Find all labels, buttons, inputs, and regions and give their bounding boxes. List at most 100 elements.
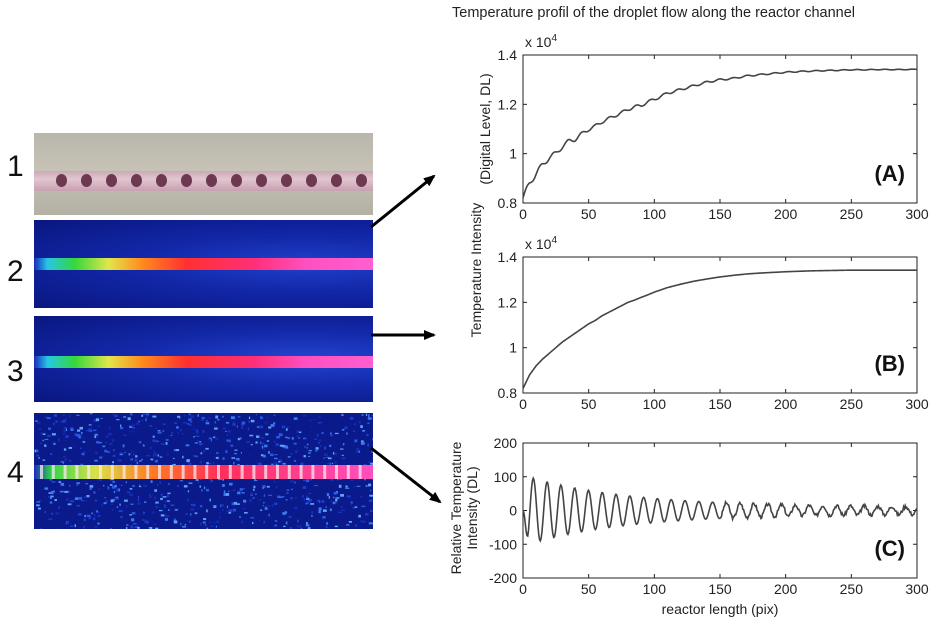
noise-speck	[187, 520, 189, 522]
noise-speck	[276, 436, 280, 439]
droplet	[131, 174, 142, 187]
noise-speck	[205, 488, 209, 492]
noise-speck	[166, 453, 169, 456]
noise-speck	[206, 509, 208, 513]
noise-speck	[346, 524, 350, 526]
noise-speck	[256, 435, 260, 438]
noise-speck	[330, 500, 332, 502]
noise-speck	[84, 496, 86, 498]
x-tick-label: 0	[519, 206, 527, 222]
noise-speck	[266, 485, 270, 488]
noise-speck	[303, 498, 305, 501]
noise-speck	[278, 459, 282, 462]
noise-speck	[206, 527, 208, 529]
noise-speck	[279, 496, 283, 498]
noise-speck	[263, 520, 266, 524]
noise-speck	[335, 453, 337, 455]
noise-speck	[306, 447, 309, 449]
arrow	[370, 446, 442, 504]
noise-speck	[341, 505, 343, 508]
noise-speck	[226, 510, 229, 512]
noise-speck	[199, 441, 202, 443]
noise-speck	[69, 460, 72, 462]
noise-speck	[236, 503, 240, 505]
noise-speck	[253, 485, 256, 489]
noise-speck	[148, 527, 153, 529]
noise-speck	[352, 507, 356, 509]
noise-speck	[131, 451, 134, 453]
noise-speck	[223, 490, 226, 494]
exponent-label: x 104	[525, 235, 557, 252]
noise-speck	[284, 445, 289, 449]
noise-speck	[137, 495, 140, 499]
thermal-tube-2	[34, 258, 373, 270]
noise-speck	[44, 444, 47, 447]
noise-speck	[197, 414, 199, 417]
noise-speck	[137, 527, 140, 529]
noise-speck	[241, 426, 243, 429]
noise-speck	[258, 499, 262, 501]
noise-speck	[171, 432, 174, 434]
droplet-mark	[40, 465, 43, 479]
noise-speck	[183, 414, 185, 417]
noise-speck	[179, 417, 181, 419]
noise-speck	[200, 452, 203, 455]
noise-speck	[327, 463, 330, 465]
noise-speck	[280, 460, 283, 463]
noise-speck	[326, 493, 329, 497]
droplet-mark	[51, 465, 55, 479]
noise-speck	[365, 513, 369, 516]
noise-speck	[141, 414, 144, 417]
noise-speck	[152, 415, 157, 418]
noise-speck	[294, 497, 297, 499]
noise-speck	[81, 432, 83, 434]
noise-speck	[125, 527, 128, 529]
noise-speck	[353, 430, 355, 432]
droplet-mark	[358, 465, 362, 479]
noise-speck	[120, 424, 122, 428]
noise-speck	[40, 432, 43, 436]
noise-speck	[215, 415, 219, 419]
droplet-mark	[181, 465, 185, 479]
noise-speck	[248, 420, 250, 424]
noise-speck	[184, 523, 187, 526]
noise-speck	[308, 449, 312, 452]
noise-speck	[115, 497, 119, 500]
noise-speck	[62, 414, 65, 416]
noise-speck	[187, 423, 190, 425]
noise-speck	[203, 518, 207, 520]
noise-speck	[228, 509, 233, 512]
noise-speck	[65, 498, 69, 501]
panel-tag: (A)	[874, 161, 905, 186]
noise-speck	[314, 438, 317, 440]
noise-speck	[266, 440, 270, 442]
noise-speck	[145, 413, 150, 416]
noise-speck	[112, 439, 115, 442]
noise-speck	[290, 497, 293, 500]
noise-speck	[83, 451, 86, 453]
noise-speck	[236, 425, 238, 428]
noise-speck	[274, 503, 276, 505]
noise-speck	[94, 482, 96, 485]
noise-speck	[294, 506, 298, 510]
noise-speck	[263, 454, 266, 458]
noise-speck	[260, 417, 264, 420]
noise-speck	[335, 501, 337, 504]
noise-speck	[264, 422, 268, 424]
noise-speck	[285, 499, 288, 501]
droplet-mark	[146, 465, 150, 479]
noise-speck	[360, 441, 365, 445]
noise-speck	[152, 435, 155, 438]
noise-speck	[133, 431, 135, 433]
noise-speck	[296, 435, 300, 438]
noise-speck	[211, 525, 214, 527]
noise-speck	[249, 454, 252, 456]
noise-speck	[289, 527, 293, 529]
droplet-mark	[75, 465, 79, 479]
droplet-mark	[134, 465, 138, 479]
exponent-label: x 104	[525, 33, 557, 50]
noise-speck	[74, 498, 77, 500]
chart-panel-a: 0 50 100 150 200 250 300 0.8 1 1.2 1.4 x 104 (A)	[498, 33, 929, 222]
noise-speck	[85, 483, 89, 485]
noise-speck	[193, 455, 196, 457]
